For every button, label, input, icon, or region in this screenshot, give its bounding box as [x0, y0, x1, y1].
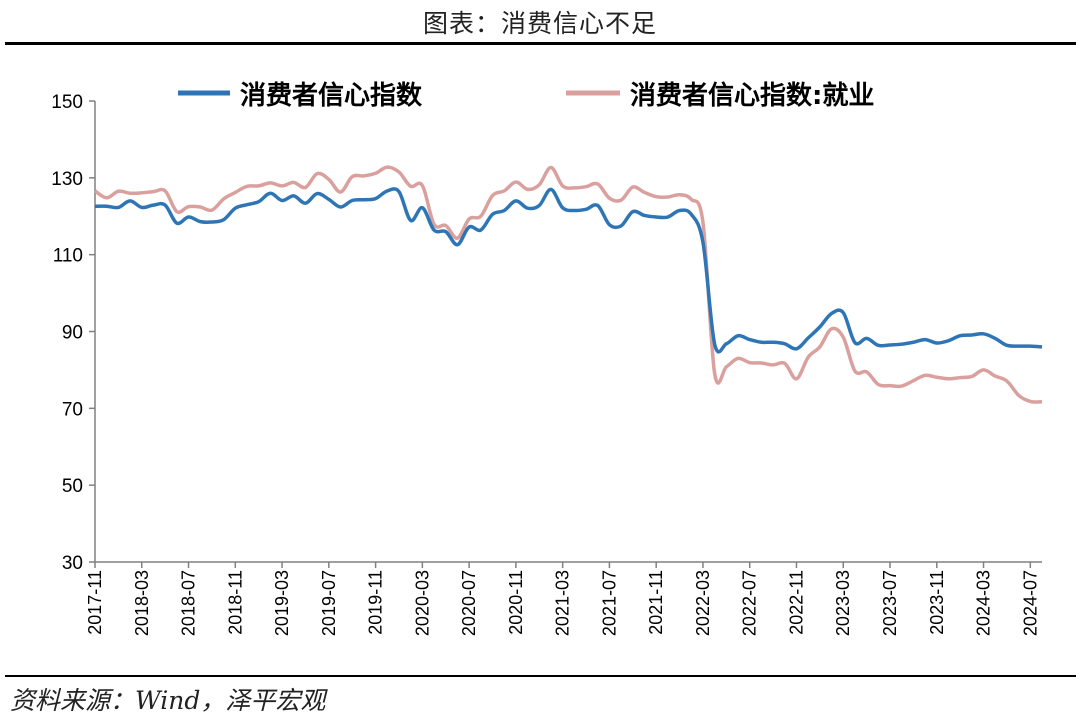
x-tick-label: 2019-11	[366, 570, 386, 635]
x-tick-label: 2018-07	[179, 570, 199, 636]
y-tick-label: 150	[51, 92, 83, 113]
x-tick-label: 2020-07	[459, 570, 479, 636]
series-line-2	[94, 165, 1043, 404]
y-tick-label: 70	[62, 399, 83, 420]
x-tick-label: 2023-11	[927, 570, 947, 635]
x-tick-label: 2024-03	[974, 570, 994, 636]
x-tick-label: 2023-07	[880, 570, 900, 636]
y-tick-label: 130	[51, 169, 83, 190]
x-tick-label: 2018-03	[132, 570, 152, 636]
x-tick-label: 2021-11	[646, 570, 666, 635]
y-tick-label: 30	[62, 553, 83, 574]
x-tick-label: 2024-07	[1020, 570, 1040, 636]
source-note: 资料来源：Wind，泽平宏观	[10, 686, 326, 715]
x-tick-label: 2022-03	[693, 570, 713, 636]
x-tick-label: 2022-07	[740, 570, 760, 636]
x-tick-label: 2019-03	[272, 570, 292, 636]
y-axis-ticks: 30 50 70 90 110 130 150	[51, 92, 95, 574]
x-tick-label: 2021-03	[553, 570, 573, 636]
bottom-rule	[5, 675, 1076, 677]
x-tick-label: 2019-07	[319, 570, 339, 636]
chart-title: 图表：消费信心不足	[422, 9, 657, 38]
series-lines	[94, 165, 1043, 404]
x-tick-label: 2017-11	[85, 570, 105, 635]
x-tick-label: 2020-11	[506, 570, 526, 635]
chart-axes	[94, 101, 1042, 563]
series-line-1	[94, 187, 1043, 354]
x-axis-ticks: 2017-11 2018-03 2018-07 2018-11 2019-03 2019-…	[85, 562, 1040, 636]
top-rule	[5, 42, 1076, 45]
x-tick-label: 2021-07	[599, 570, 619, 636]
y-tick-label: 90	[62, 323, 83, 344]
legend-label-series-2: 消费者信心指数:就业	[630, 81, 874, 111]
y-tick-label: 110	[53, 246, 83, 267]
x-tick-label: 2018-11	[225, 570, 245, 635]
legend-label-series-1: 消费者信心指数	[240, 81, 423, 111]
y-tick-label: 50	[62, 476, 83, 497]
x-tick-label: 2020-03	[412, 570, 432, 636]
x-tick-label: 2023-03	[833, 570, 853, 636]
x-tick-label: 2022-11	[786, 570, 806, 635]
legend: 消费者信心指数 消费者信心指数:就业	[178, 81, 874, 111]
